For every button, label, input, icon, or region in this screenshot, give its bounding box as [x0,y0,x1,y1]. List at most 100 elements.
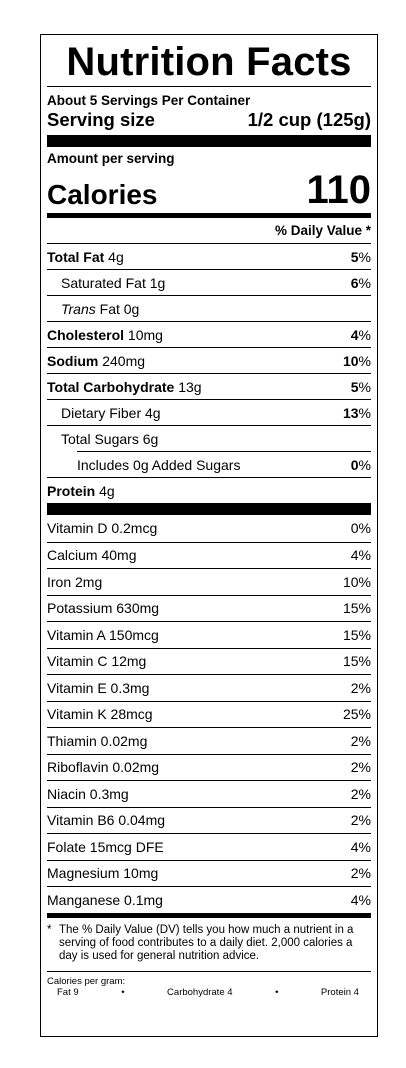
footnote: * The % Daily Value (DV) tells you how m… [47,924,371,963]
vitamin-name: Manganese 0.1mg [47,891,163,908]
footnote-asterisk: * [47,923,52,936]
vitamin-dv: 4% [350,547,371,564]
calories-per-gram: Calories per gram: Fat 9 • Carbohydrate … [47,970,371,998]
vitamin-name: Vitamin C 12mg [47,653,147,670]
medium-divider [47,912,371,918]
nutrient-row-total-sugars: Total Sugars 6g [47,425,371,451]
nutrient-name: Includes 0g Added Sugars [77,456,241,473]
vitamin-row: Vitamin K 28mcg 25% [47,700,371,728]
thick-divider [47,135,371,147]
vitamin-name: Magnesium 10mg [47,865,159,882]
vitamin-dv: 4% [350,891,371,908]
vitamin-dv: 4% [350,838,371,855]
nutrient-amount: 13g [174,378,202,395]
bullet: • [275,986,279,998]
label-title: Nutrition Facts [66,40,352,84]
carbohydrate-per-gram: Carbohydrate 4 [167,986,233,998]
vitamin-name: Calcium 40mg [47,547,137,564]
amount-per-serving: Amount per serving [47,151,175,166]
protein-per-gram: Protein 4 [320,986,359,998]
calories-per-gram-label: Calories per gram: [47,975,126,987]
vitamin-name: Thiamin 0.02mg [47,732,148,749]
vitamin-row: Niacin 0.3mg 2% [47,780,371,807]
vitamin-row: Calcium 40mg 4% [47,541,371,569]
nutrient-row-saturated-fat: Saturated Fat 1g 6% [47,269,371,295]
nutrition-facts-label: Nutrition Facts About 5 Servings Per Con… [40,34,378,1037]
nutrient-name: Saturated Fat 1g [61,274,166,291]
nutrient-name: Total Sugars 6g [61,430,159,447]
vitamin-dv: 15% [342,626,371,643]
nutrient-row-protein: Protein 4g [47,477,371,503]
percent-sign: % [358,248,371,265]
vitamin-row: Thiamin 0.02mg 2% [47,727,371,754]
vitamin-dv: 2% [350,759,371,776]
percent-sign: % [358,352,371,369]
vitamin-dv: 0% [350,520,371,537]
nutrient-row-dietary-fiber: Dietary Fiber 4g 13% [47,399,371,425]
nutrient-row-sodium: Sodium 240mg 10% [47,347,371,373]
thick-divider [47,503,371,515]
vitamin-row: Vitamin D 0.2mcg 0% [47,515,371,542]
vitamin-dv: 2% [350,679,371,696]
nutrient-dv: 0 [350,456,359,473]
vitamin-row: Vitamin E 0.3mg 2% [47,674,371,701]
percent-sign: % [358,326,371,343]
nutrient-row-trans-fat: Trans Fat 0g [47,295,371,321]
vitamin-dv: 15% [342,653,371,670]
nutrient-name: Fat 0g [95,300,140,317]
vitamin-dv: 2% [350,732,371,749]
nutrient-amount: 240mg [98,352,146,369]
nutrient-dv: 4 [350,326,359,343]
nutrient-name: Total Fat [47,248,105,265]
nutrient-dv: 5 [350,378,359,395]
nutrient-amount: 4g [95,482,115,499]
nutrient-dv: 10 [342,352,359,369]
vitamins-list: Vitamin D 0.2mcg 0% Calcium 40mg 4% Iron 2… [47,515,371,913]
daily-value-header: % Daily Value * [274,223,371,238]
vitamin-name: Vitamin A 150mcg [47,626,159,643]
nutrient-row-total-carbohydrate: Total Carbohydrate 13g 5% [47,373,371,399]
vitamin-row: Riboflavin 0.02mg 2% [47,753,371,781]
vitamin-dv: 2% [350,812,371,829]
vitamin-row: Potassium 630mg 15% [47,594,371,622]
vitamin-row: Manganese 0.1mg 4% [47,886,371,913]
vitamin-name: Vitamin D 0.2mcg [47,520,158,537]
vitamin-name: Vitamin B6 0.04mg [47,812,166,829]
nutrient-row-added-sugars: Includes 0g Added Sugars 0% [77,451,371,477]
percent-sign: % [358,274,371,291]
serving-size-label: Serving size [47,109,155,130]
vitamin-row: Magnesium 10mg 2% [47,859,371,887]
nutrient-amount: 4g [104,248,124,265]
nutrient-name: Dietary Fiber 4g [61,404,161,421]
vitamin-name: Iron 2mg [47,573,103,590]
vitamin-name: Niacin 0.3mg [47,785,129,802]
calories-label: Calories [47,179,158,210]
vitamin-name: Vitamin E 0.3mg [47,679,150,696]
vitamin-row: Folate 15mcg DFE 4% [47,833,371,860]
percent-sign: % [358,378,371,395]
percent-sign: % [358,456,371,473]
serving-size: Serving size 1/2 cup (125g) [47,109,371,130]
nutrient-name: Protein [47,482,96,499]
vitamin-name: Vitamin K 28mcg [47,706,153,723]
nutrient-dv: 5 [350,248,359,265]
vitamin-row: Iron 2mg 10% [47,568,371,595]
vitamin-name: Potassium 630mg [47,600,160,617]
bullet: • [121,986,125,998]
vitamin-name: Folate 15mcg DFE [47,838,164,855]
nutrient-name: Cholesterol [47,326,125,343]
vitamin-row: Vitamin C 12mg 15% [47,647,371,675]
servings-per-container: About 5 Servings Per Container [47,93,251,108]
calories-per-gram-values: Fat 9 • Carbohydrate 4 • Protein 4 [47,987,371,998]
footnote-text: The % Daily Value (DV) tells you how muc… [59,923,354,962]
percent-sign: % [358,404,371,421]
calories-value: 110 [306,168,371,212]
nutrient-name-italic: Trans [61,300,96,317]
nutrient-row-cholesterol: Cholesterol 10mg 4% [47,321,371,347]
nutrient-dv: 13 [342,404,359,421]
nutrient-name: Sodium [47,352,99,369]
nutrient-amount: 10mg [124,326,163,343]
nutrient-name: Total Carbohydrate [47,378,175,395]
nutrient-row-total-fat: Total Fat 4g 5% [47,243,371,269]
divider [47,86,371,87]
